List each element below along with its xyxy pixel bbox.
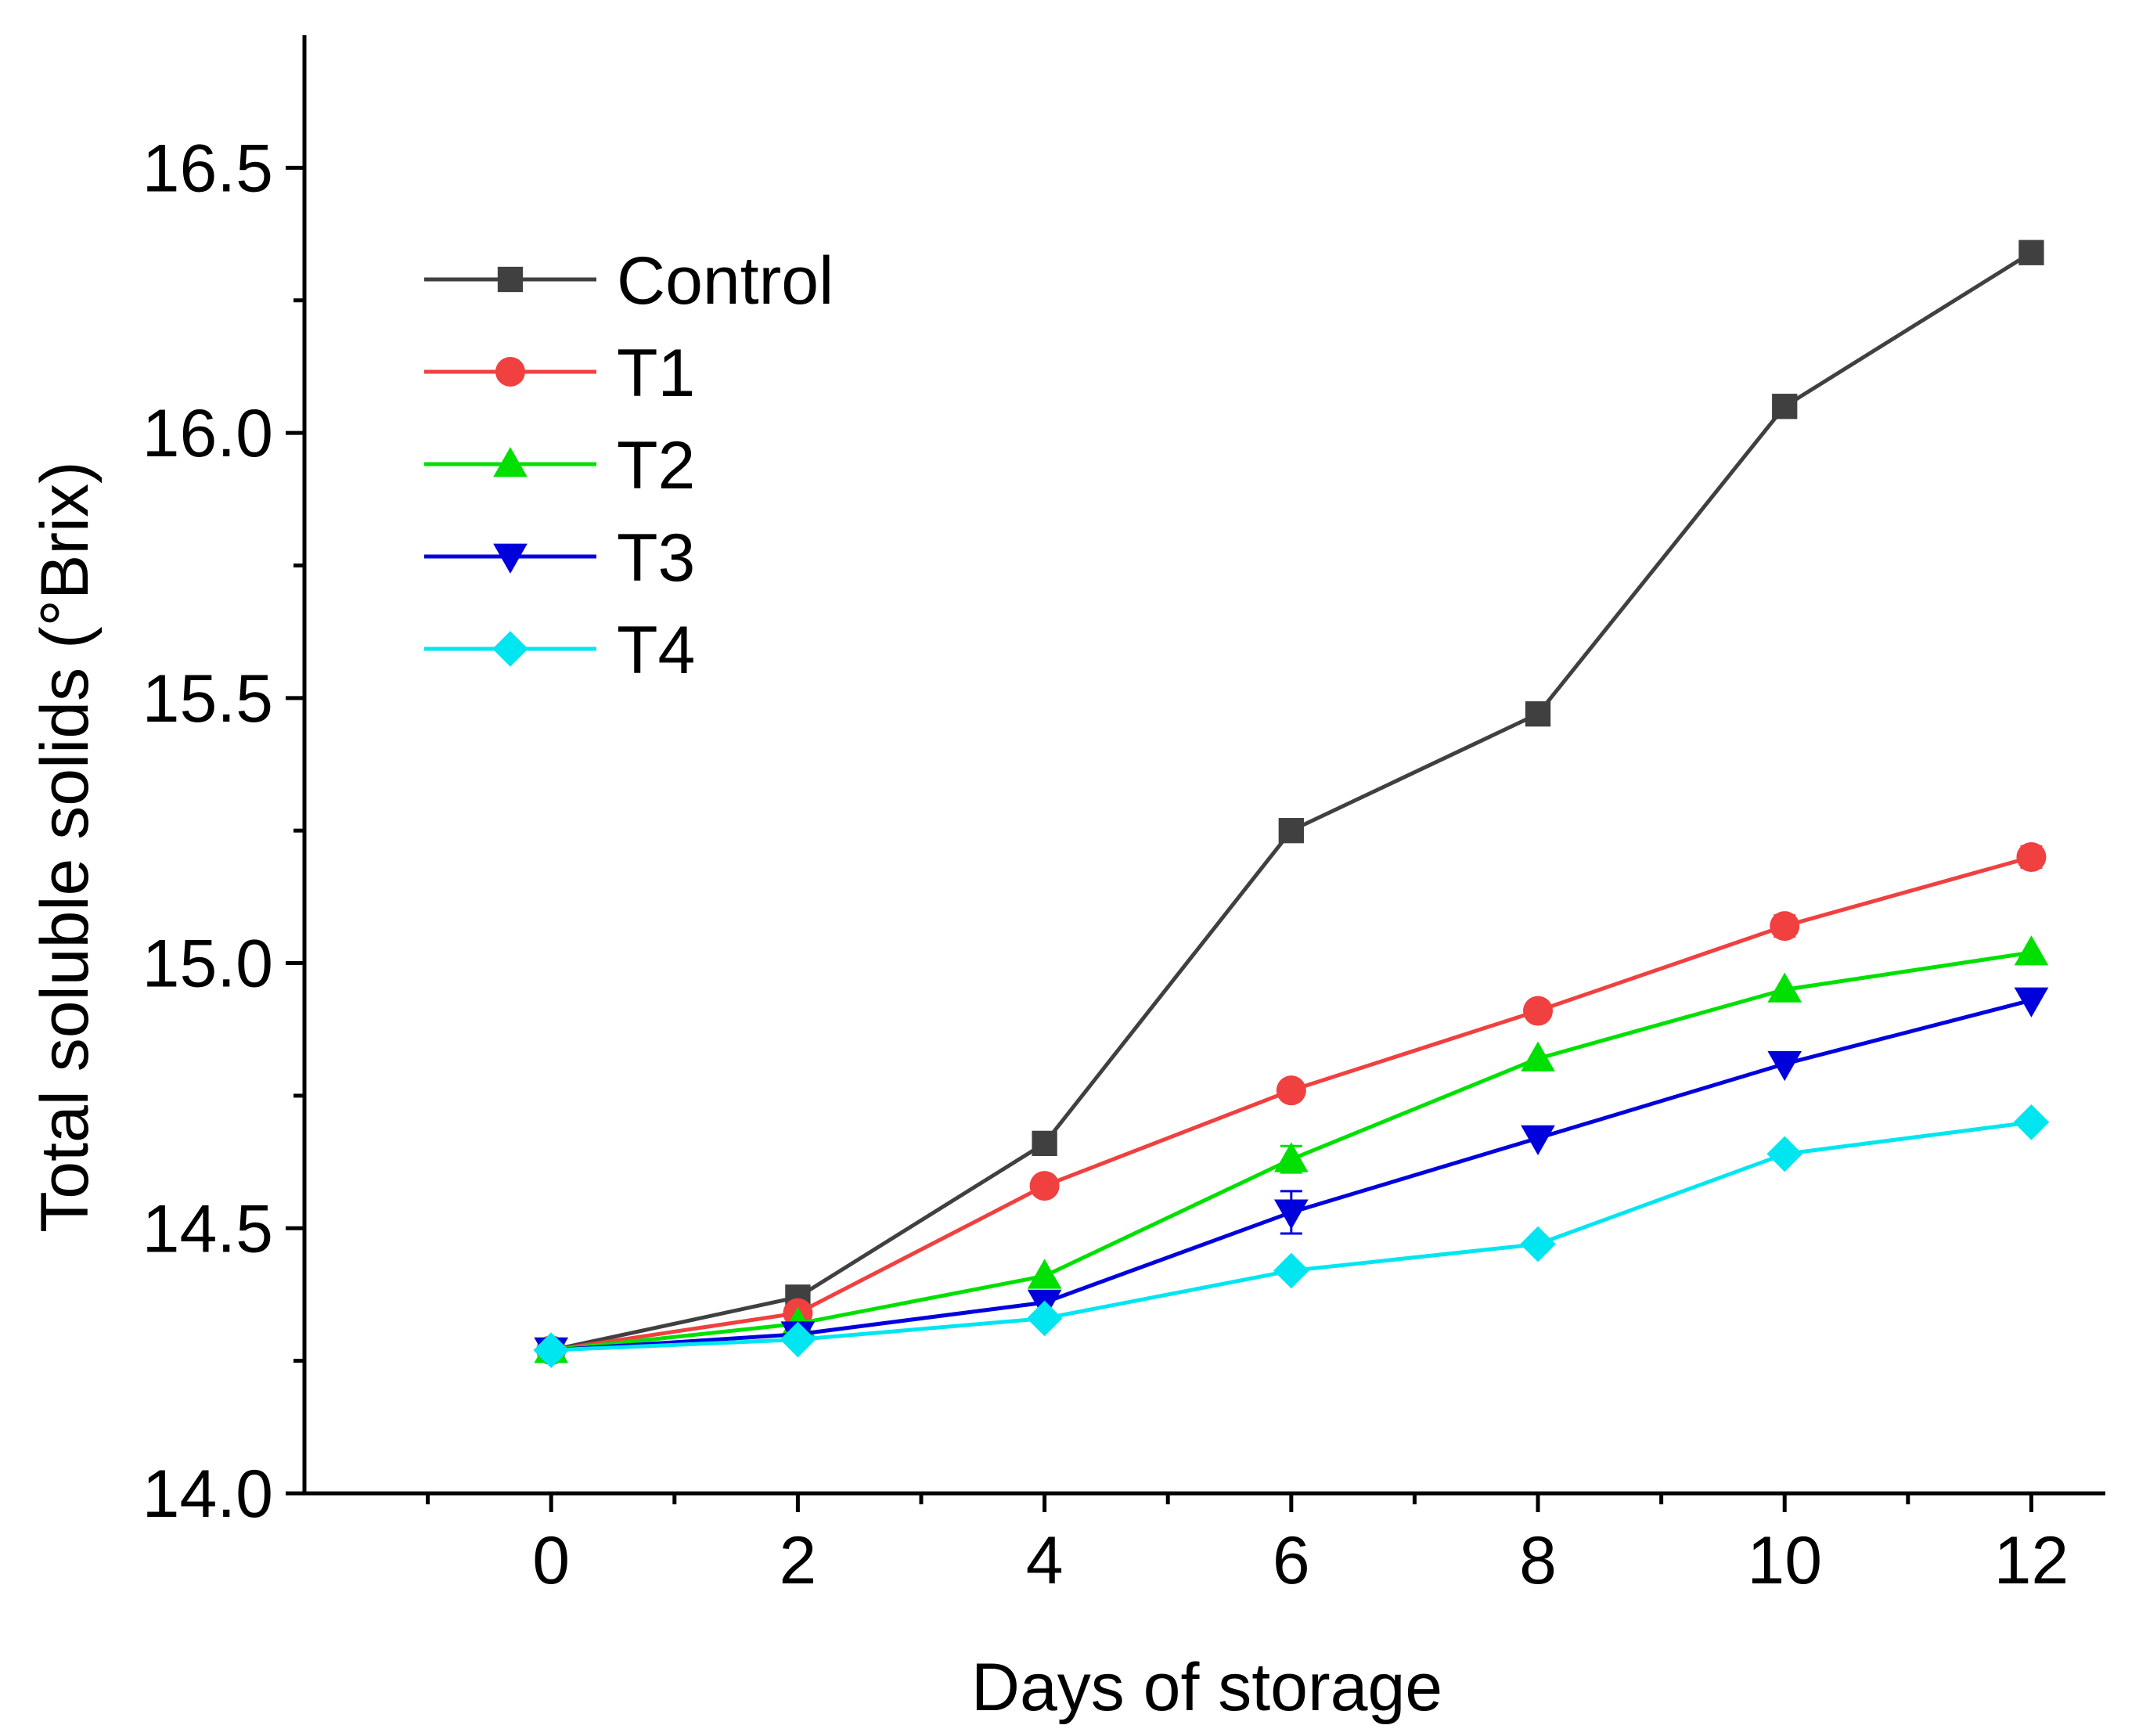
data-point xyxy=(1521,1125,1555,1155)
y-tick-label: 14.5 xyxy=(142,1191,273,1266)
data-point xyxy=(1276,1075,1306,1106)
data-point xyxy=(1767,972,1802,1003)
legend: Control T1 T2 T3 T4 xyxy=(424,243,834,688)
y-tick-label: 16.5 xyxy=(142,131,273,206)
data-point xyxy=(1273,1252,1309,1289)
data-point xyxy=(1278,818,1304,844)
y-tick-label: 14.0 xyxy=(142,1457,273,1532)
x-tick-label: 8 xyxy=(1519,1523,1557,1598)
legend-marker xyxy=(493,447,528,477)
y-tick-label: 15.5 xyxy=(142,661,273,737)
data-point xyxy=(780,1321,816,1358)
x-axis-title: Days of storage xyxy=(971,1650,1442,1725)
legend-marker xyxy=(497,266,524,293)
y-axis-title: Total soluble solids (°Brix) xyxy=(27,461,103,1233)
legend-label: T2 xyxy=(617,428,695,503)
series-t4 xyxy=(533,1104,2050,1368)
legend-marker xyxy=(495,357,525,387)
legend-marker xyxy=(492,631,528,667)
legend-marker xyxy=(493,543,528,574)
data-point xyxy=(2013,1104,2050,1140)
data-point xyxy=(1029,1171,1060,1201)
data-point xyxy=(1766,1136,1803,1172)
x-tick-label: 10 xyxy=(1747,1523,1822,1598)
data-point xyxy=(1770,911,1800,942)
x-tick-label: 4 xyxy=(1026,1523,1064,1598)
data-point xyxy=(1273,1199,1309,1230)
data-point xyxy=(1026,1300,1063,1337)
data-point xyxy=(1772,394,1798,420)
data-point xyxy=(1027,1259,1062,1289)
x-tick-label: 6 xyxy=(1273,1523,1310,1598)
y-tick-label: 15.0 xyxy=(142,927,273,1002)
axes: 14.0 14.5 15.0 15.5 16.0 16.5 0 2 4 6 8 10 12 xyxy=(142,35,2105,1598)
legend-item-t1: T1 xyxy=(424,336,695,411)
data-point xyxy=(533,1332,570,1368)
data-point xyxy=(1273,1142,1309,1172)
data-point xyxy=(1525,701,1551,727)
data-point xyxy=(2014,935,2049,966)
series-group xyxy=(533,240,2050,1368)
data-point xyxy=(1523,996,1554,1026)
x-tick-label: 2 xyxy=(779,1523,816,1598)
legend-label: T1 xyxy=(617,336,695,411)
legend-label: T4 xyxy=(617,613,695,688)
x-tick-label: 12 xyxy=(1994,1523,2069,1598)
legend-label: Control xyxy=(617,243,834,319)
series-control xyxy=(538,240,2044,1363)
data-point xyxy=(1032,1130,1057,1157)
x-tick-label: 0 xyxy=(532,1523,570,1598)
data-point xyxy=(1767,1050,1802,1082)
data-point xyxy=(1521,1041,1555,1071)
data-point xyxy=(2018,240,2044,265)
legend-item-control: Control xyxy=(424,243,834,319)
legend-item-t2: T2 xyxy=(424,428,695,503)
legend-item-t4: T4 xyxy=(424,613,695,688)
y-tick-label: 16.0 xyxy=(142,396,273,471)
data-point xyxy=(2016,842,2047,873)
data-point xyxy=(2014,987,2049,1017)
legend-item-t3: T3 xyxy=(424,520,695,596)
legend-label: T3 xyxy=(617,520,695,596)
data-point xyxy=(1520,1226,1556,1262)
